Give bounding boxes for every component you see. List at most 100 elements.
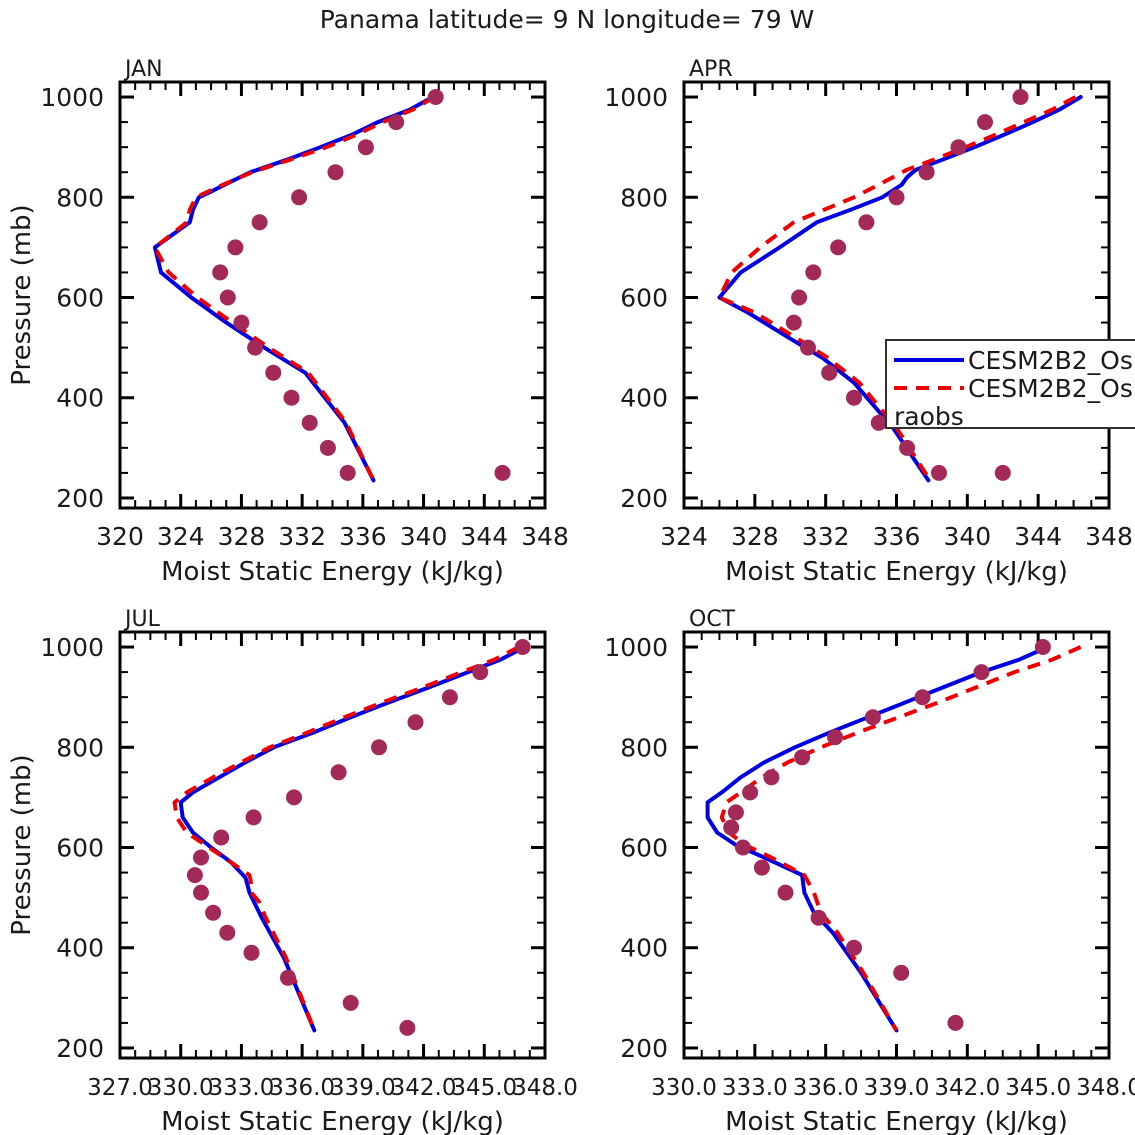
scatter-OCT <box>723 639 1051 1031</box>
scatter-point <box>319 439 336 456</box>
xtick-label: 332 <box>278 522 326 551</box>
ytick-label: 200 <box>56 484 104 513</box>
xtick-label: 348 <box>521 522 569 551</box>
scatter-point <box>994 464 1011 481</box>
series-line-JUL-0 <box>178 645 527 1033</box>
scatter-point <box>245 809 262 826</box>
x-axis-label-OCT: Moist Static Energy (kJ/kg) <box>725 1107 1068 1135</box>
ytick-label: 400 <box>620 934 668 963</box>
series-line-OCT-1 <box>719 645 1082 1032</box>
xtick-label: 333.0 <box>722 1075 788 1101</box>
xtick-label: 345.0 <box>451 1075 517 1101</box>
ytick-label: 600 <box>56 834 104 863</box>
scatter-point <box>742 784 759 801</box>
scatter-point <box>251 214 268 231</box>
series-line-JUL-1 <box>172 645 520 1032</box>
x-axis-label-APR: Moist Static Energy (kJ/kg) <box>725 557 1068 587</box>
scatter-point <box>864 709 881 726</box>
xtick-label: 348.0 <box>1076 1075 1135 1101</box>
scatter-point <box>327 164 344 181</box>
ytick-label: 600 <box>56 284 104 313</box>
scatter-point <box>810 909 827 926</box>
scatter-point <box>763 769 780 786</box>
panel-label-JAN: JAN <box>123 57 163 82</box>
scatter-point <box>805 264 822 281</box>
scatter-point <box>821 364 838 381</box>
ytick-label: 400 <box>620 384 668 413</box>
scatter-APR <box>785 89 1029 481</box>
xtick-label: 340 <box>943 522 991 551</box>
ytick-label: 800 <box>620 733 668 762</box>
scatter-point <box>212 264 229 281</box>
scatter-point <box>407 714 424 731</box>
scatter-point <box>973 664 990 681</box>
scatter-point <box>723 819 740 836</box>
scatter-point <box>301 414 318 431</box>
xtick-label: 339.0 <box>864 1075 930 1101</box>
scatter-point <box>791 289 808 306</box>
scatter-point <box>870 414 887 431</box>
xtick-label: 336 <box>339 522 387 551</box>
panel-label-JUL: JUL <box>123 607 161 632</box>
xtick-label: 324 <box>660 522 708 551</box>
scatter-point <box>243 944 260 961</box>
scatter-point <box>205 904 222 921</box>
xtick-label: 336.0 <box>793 1075 859 1101</box>
scatter-point <box>330 764 347 781</box>
panel-JUL: JUL 327.0330.0333.0336.0339.0342.0345.034… <box>7 607 578 1135</box>
panel-APR: APR 324 328 332 336 340 344 348 200 400 600 800 1000… <box>604 57 1132 587</box>
xtick-label: 345.0 <box>1005 1075 1071 1101</box>
xtick-label: 328 <box>731 522 779 551</box>
panel-label-OCT: OCT <box>689 607 736 632</box>
scatter-point <box>342 994 359 1011</box>
scatter-point <box>950 139 967 156</box>
ytick-label: 600 <box>620 284 668 313</box>
scatter-point <box>247 339 264 356</box>
scatter-JUL <box>186 639 531 1036</box>
ytick-label: 200 <box>620 1034 668 1063</box>
scatter-point <box>888 189 905 206</box>
scatter-point <box>735 839 751 856</box>
scatter-point <box>193 849 209 866</box>
xtick-label: 344 <box>460 522 508 551</box>
scatter-point <box>858 214 875 231</box>
legend-label-2: raobs <box>894 402 964 431</box>
xtick-label: 324 <box>157 522 205 551</box>
ytick-label: 1000 <box>40 83 104 112</box>
xtick-label: 333.0 <box>208 1075 274 1101</box>
xtick-label: 339.0 <box>330 1075 396 1101</box>
xtick-label: 330.0 <box>148 1075 214 1101</box>
panel-label-APR: APR <box>689 57 733 82</box>
panel-group: JAN 320 324 328 332 336 340 344 348 200 400 600 800 1… <box>7 57 1135 1135</box>
scatter-point <box>265 364 282 381</box>
ytick-label: 800 <box>56 183 104 212</box>
ytick-label: 400 <box>56 934 104 963</box>
xtick-label: 344 <box>1014 522 1062 551</box>
y-axis-label-JUL: Pressure (mb) <box>7 754 37 935</box>
scatter-point <box>283 389 300 406</box>
xtick-label: 336.0 <box>269 1075 335 1101</box>
scatter-point <box>827 729 844 746</box>
panel-JAN: JAN 320 324 328 332 336 340 344 348 200 400 600 800 1… <box>7 57 569 587</box>
ytick-label: 800 <box>56 733 104 762</box>
scatter-point <box>494 464 511 481</box>
scatter-point <box>193 884 209 901</box>
ytick-label: 1000 <box>40 633 104 662</box>
legend: CESM2B2_Oslo_CESM2B2_Oslo_raobs <box>885 339 1135 431</box>
xtick-label: 320 <box>96 522 144 551</box>
scatter-point <box>388 114 405 131</box>
scatter-point <box>219 924 236 941</box>
scatter-point <box>514 639 531 655</box>
ytick-label: 1000 <box>604 633 668 662</box>
scatter-point <box>441 689 458 706</box>
scatter-point <box>213 829 230 846</box>
series-line-APR-1 <box>717 95 1077 482</box>
scatter-point <box>227 239 244 256</box>
xtick-label: 348.0 <box>512 1075 578 1101</box>
scatter-point <box>914 689 931 706</box>
scatter-point <box>899 439 916 456</box>
ytick-label: 800 <box>620 183 668 212</box>
scatter-point <box>186 867 203 884</box>
